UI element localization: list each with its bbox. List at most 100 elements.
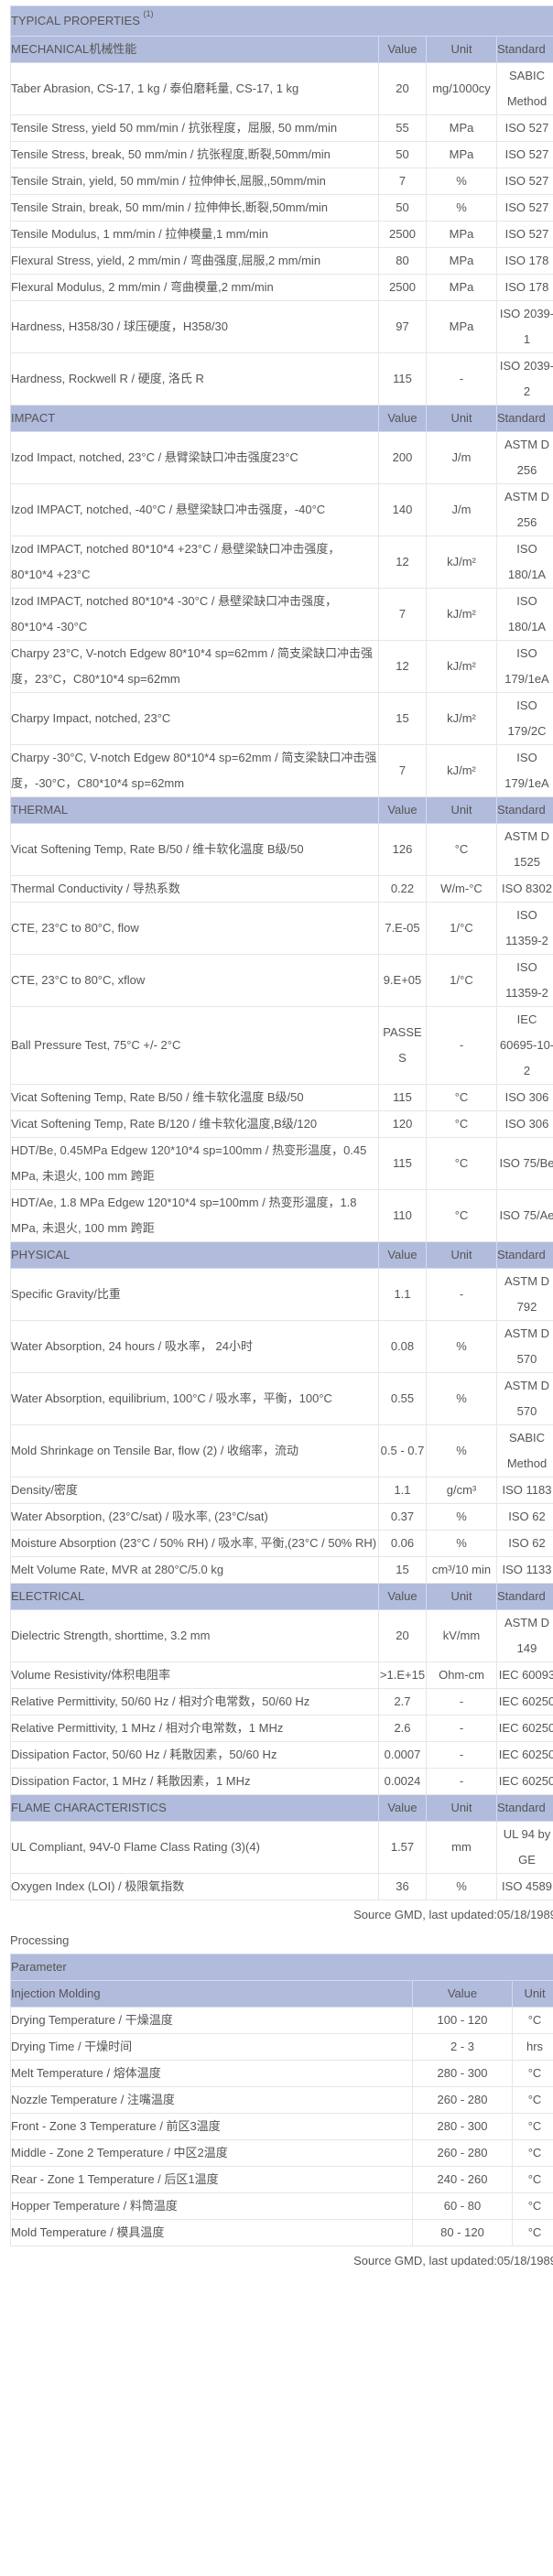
- property-value: 1.1: [378, 1268, 427, 1321]
- parameter-unit: °C: [511, 2113, 553, 2140]
- property-unit: MPa: [426, 300, 497, 353]
- property-unit: J/m: [426, 431, 497, 484]
- property-value: 0.08: [378, 1320, 427, 1373]
- property-name: Moisture Absorption (23°C / 50% RH) / 吸水…: [10, 1530, 379, 1557]
- property-value: 0.06: [378, 1530, 427, 1557]
- unit-header: Unit: [426, 405, 497, 432]
- table-row: Vicat Softening Temp, Rate B/50 / 维卡软化温度…: [10, 1084, 553, 1111]
- property-unit: MPa: [426, 114, 497, 142]
- parameter-name: Mold Temperature / 模具温度: [10, 2219, 413, 2246]
- property-standard: ISO 75/Ae: [496, 1189, 553, 1242]
- property-standard: ISO 306: [496, 1110, 553, 1138]
- property-standard: ISO 11359-2: [496, 954, 553, 1007]
- property-standard: ISO 1183: [496, 1477, 553, 1504]
- property-value: 200: [378, 431, 427, 484]
- table-row: Izod IMPACT, notched, -40°C / 悬壁梁缺口冲击强度，…: [10, 483, 553, 536]
- property-name: Thermal Conductivity / 导热系数: [10, 875, 379, 903]
- section-header-row: MECHANICAL机械性能 Value Unit Standard: [10, 36, 553, 63]
- property-standard: ISO 75/Be: [496, 1137, 553, 1190]
- table-row: Ball Pressure Test, 75°C +/- 2°C PASSES - I…: [10, 1006, 553, 1085]
- value-header: Value: [412, 1980, 513, 2008]
- table-row: Melt Temperature / 熔体温度 280 - 300 °C: [10, 2060, 553, 2087]
- source-note: Source GMD, last updated:05/18/1989: [353, 1908, 553, 1921]
- property-value: 126: [378, 823, 427, 876]
- property-standard: ISO 306: [496, 1084, 553, 1111]
- property-standard: SABIC Method: [496, 1424, 553, 1477]
- table-row: Hopper Temperature / 料筒温度 60 - 80 °C: [10, 2192, 553, 2220]
- table-row: Dielectric Strength, shorttime, 3.2 mm 20…: [10, 1609, 553, 1662]
- property-standard: ISO 180/1A: [496, 588, 553, 641]
- injection-molding-header-row: Injection Molding Value Unit: [10, 1980, 553, 2008]
- title-footnote: (1): [143, 9, 154, 18]
- property-unit: Ohm-cm: [426, 1661, 497, 1689]
- table-row: UL Compliant, 94V-0 Flame Class Rating (…: [10, 1821, 553, 1874]
- property-unit: mm: [426, 1821, 497, 1874]
- table-row: Thermal Conductivity / 导热系数 0.22 W/m-°C ISO…: [10, 875, 553, 903]
- table-row: Charpy 23°C, V-notch Edgew 80*10*4 sp=62…: [10, 640, 553, 693]
- property-name: Dielectric Strength, shorttime, 3.2 mm: [10, 1609, 379, 1662]
- property-unit: MPa: [426, 141, 497, 168]
- unit-header: Unit: [426, 796, 497, 824]
- table-row: Mold Temperature / 模具温度 80 - 120 °C: [10, 2219, 553, 2246]
- table-row: Izod Impact, notched, 23°C / 悬臂梁缺口冲击强度23…: [10, 431, 553, 484]
- table-row: Relative Permittivity, 1 MHz / 相对介电常数，1 …: [10, 1715, 553, 1742]
- property-unit: °C: [426, 1137, 497, 1190]
- parameter-value: 280 - 300: [412, 2060, 513, 2087]
- section-header-row: THERMAL Value Unit Standard: [10, 796, 553, 824]
- property-name: Relative Permittivity, 1 MHz / 相对介电常数，1 …: [10, 1715, 379, 1742]
- property-unit: %: [426, 1372, 497, 1425]
- table-row: Vicat Softening Temp, Rate B/50 / 维卡软化温度…: [10, 823, 553, 876]
- property-standard: IEC 60250: [496, 1715, 553, 1742]
- property-value: 36: [378, 1873, 427, 1900]
- property-standard: ASTM D 570: [496, 1372, 553, 1425]
- property-name: Oxygen Index (LOI) / 极限氧指数: [10, 1873, 379, 1900]
- property-name: Flexural Modulus, 2 mm/min / 弯曲模量,2 mm/m…: [10, 274, 379, 301]
- standard-header: Standard: [496, 1583, 553, 1610]
- property-unit: W/m-°C: [426, 875, 497, 903]
- property-name: Taber Abrasion, CS-17, 1 kg / 泰伯磨耗量, CS-…: [10, 62, 379, 115]
- property-name: Volume Resistivity/体积电阻率: [10, 1661, 379, 1689]
- standard-header: Standard: [496, 36, 553, 63]
- property-unit: g/cm³: [426, 1477, 497, 1504]
- table-row: Charpy -30°C, V-notch Edgew 80*10*4 sp=6…: [10, 744, 553, 797]
- table-row: Moisture Absorption (23°C / 50% RH) / 吸水…: [10, 1530, 553, 1557]
- property-unit: %: [426, 1503, 497, 1531]
- table-row: CTE, 23°C to 80°C, flow 7.E-05 1/°C ISO 113…: [10, 902, 553, 955]
- property-unit: °C: [426, 1189, 497, 1242]
- value-header: Value: [378, 36, 427, 63]
- parameter-value: 2 - 3: [412, 2033, 513, 2061]
- property-standard: IEC 60250: [496, 1688, 553, 1716]
- parameter-unit: °C: [511, 2086, 553, 2114]
- property-value: 7: [378, 744, 427, 797]
- section-header-row: FLAME CHARACTERISTICS Value Unit Standard: [10, 1794, 553, 1822]
- table-row: Water Absorption, 24 hours / 吸水率， 24小时 0.…: [10, 1320, 553, 1373]
- property-unit: %: [426, 1530, 497, 1557]
- title-text: TYPICAL PROPERTIES: [11, 14, 140, 27]
- table-row: Tensile Strain, break, 50 mm/min / 拉伸伸长,…: [10, 194, 553, 222]
- parameter-name: Drying Time / 干燥时间: [10, 2033, 413, 2061]
- property-name: Charpy 23°C, V-notch Edgew 80*10*4 sp=62…: [10, 640, 379, 693]
- property-unit: kJ/m²: [426, 588, 497, 641]
- property-standard: ISO 179/1eA: [496, 744, 553, 797]
- property-name: Charpy -30°C, V-notch Edgew 80*10*4 sp=6…: [10, 744, 379, 797]
- property-standard: IEC 60250: [496, 1741, 553, 1769]
- unit-header: Unit: [426, 1241, 497, 1269]
- property-value: 0.55: [378, 1372, 427, 1425]
- property-unit: %: [426, 1320, 497, 1373]
- table-row: HDT/Be, 0.45MPa Edgew 120*10*4 sp=100mm …: [10, 1137, 553, 1190]
- property-unit: -: [426, 1268, 497, 1321]
- section-title: FLAME CHARACTERISTICS: [10, 1794, 379, 1822]
- property-name: CTE, 23°C to 80°C, flow: [10, 902, 379, 955]
- table-row: Izod IMPACT, notched 80*10*4 +23°C / 悬壁梁…: [10, 536, 553, 589]
- property-value: 80: [378, 247, 427, 275]
- property-value: 1.1: [378, 1477, 427, 1504]
- parameter-name: Drying Temperature / 干燥温度: [10, 2007, 413, 2034]
- property-name: Flexural Stress, yield, 2 mm/min / 弯曲强度,…: [10, 247, 379, 275]
- property-name: Ball Pressure Test, 75°C +/- 2°C: [10, 1006, 379, 1085]
- property-name: Water Absorption, equilibrium, 100°C / 吸…: [10, 1372, 379, 1425]
- property-name: Water Absorption, 24 hours / 吸水率， 24小时: [10, 1320, 379, 1373]
- property-name: Vicat Softening Temp, Rate B/50 / 维卡软化温度…: [10, 823, 379, 876]
- parameter-value: 60 - 80: [412, 2192, 513, 2220]
- property-name: UL Compliant, 94V-0 Flame Class Rating (…: [10, 1821, 379, 1874]
- table-row: Melt Volume Rate, MVR at 280°C/5.0 kg 15 c…: [10, 1556, 553, 1584]
